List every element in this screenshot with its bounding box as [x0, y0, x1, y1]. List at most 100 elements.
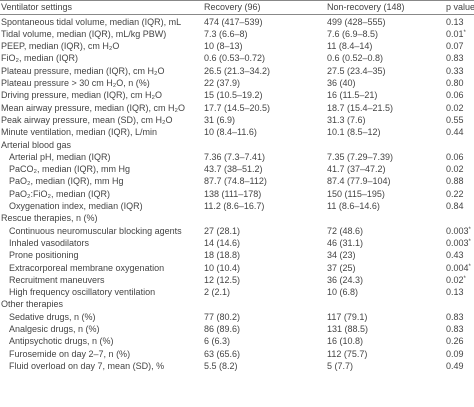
- row-label: Mean airway pressure, median (IQR), cm H…: [1, 102, 186, 113]
- p-value-cell: 0.83: [446, 311, 464, 323]
- row-label: Tidal volume, median (IQR), mL/kg PBW): [1, 28, 167, 39]
- row-label: Recruitment maneuvers: [9, 274, 105, 285]
- p-value-cell: 0.83: [446, 323, 464, 335]
- significance-mark: *: [463, 275, 466, 282]
- section-label: Other therapies: [1, 299, 64, 310]
- non-recovery-cell: 7.6 (6.9–8.5): [327, 28, 379, 39]
- p-value-cell: 0.43: [446, 249, 464, 261]
- p-value-cell: 0.02: [446, 163, 464, 175]
- significance-mark: *: [468, 263, 471, 270]
- p-value-cell: 0.003*: [446, 237, 471, 249]
- p-value: 0.003: [446, 237, 469, 248]
- p-value-cell: 0.01*: [446, 28, 466, 40]
- row: Prone positioning 18 (18.8) 34 (23) 0.43: [0, 249, 474, 261]
- p-value: 0.13: [446, 287, 464, 298]
- recovery-cell: 22 (37.9): [204, 78, 241, 88]
- p-value: 0.07: [446, 41, 464, 52]
- row-label: Continuous neuromuscular blocking agents: [9, 225, 182, 236]
- p-value-cell: 0.09: [446, 348, 464, 360]
- p-value-cell: 0.06: [446, 151, 464, 163]
- row-label: Spontaneous tidal volume, median (IQR), …: [1, 16, 182, 27]
- row: Mean airway pressure, median (IQR), cm H…: [0, 102, 474, 114]
- p-value: 0.80: [446, 78, 464, 88]
- recovery-cell: 77 (80.2): [204, 311, 241, 322]
- p-value: 0.02: [446, 102, 464, 113]
- non-recovery-cell: 36 (24.3): [327, 274, 364, 285]
- recovery-cell: 138 (111–178): [204, 188, 262, 199]
- row-label: PaCO₂, median (IQR), mm Hg: [9, 164, 131, 175]
- row-label: Inhaled vasodilators: [9, 237, 90, 248]
- header-cell: Ventilator settings: [1, 2, 73, 12]
- header-row: Ventilator settings Recovery (96) Non-re…: [0, 1, 474, 13]
- non-recovery-cell: 150 (115–195): [327, 188, 385, 199]
- p-value-cell: 0.02: [446, 102, 464, 114]
- row: Arterial pH, median (IQR) 7.36 (7.3–7.41)…: [0, 151, 474, 163]
- row-label: High frequency oscillatory ventilation: [9, 287, 156, 298]
- rule: [0, 0, 474, 1]
- p-value-cell: 0.88: [446, 175, 464, 187]
- recovery-cell: 11.2 (8.6–16.7): [204, 201, 265, 211]
- p-value: 0.83: [446, 324, 464, 334]
- row: Spontaneous tidal volume, median (IQR), …: [0, 16, 474, 28]
- p-value-cell: 0.003*: [446, 225, 471, 237]
- recovery-cell: 26.5 (21.3–34.2): [204, 65, 271, 76]
- p-value-cell: 0.22: [446, 188, 464, 200]
- non-recovery-cell: 27.5 (23.4–35): [327, 65, 386, 76]
- p-value: 0.01: [446, 28, 464, 39]
- p-value: 0.02: [446, 274, 464, 285]
- non-recovery-cell: 34 (23): [327, 250, 356, 261]
- header-cell: p value: [446, 2, 474, 12]
- significance-mark: *: [463, 29, 466, 36]
- non-recovery-cell: 72 (48.6): [327, 225, 364, 236]
- row-label: Driving pressure, median (IQR), cm H₂O: [1, 90, 163, 101]
- row-label: Oxygenation index, median (IQR): [9, 201, 143, 211]
- recovery-cell: 63 (65.6): [204, 348, 241, 359]
- recovery-cell: 7.3 (6.6–8): [204, 28, 248, 39]
- row: High frequency oscillatory ventilation 2 …: [0, 286, 474, 298]
- recovery-cell: 87.7 (74.8–112): [204, 176, 267, 187]
- non-recovery-cell: 499 (428–555): [327, 16, 386, 27]
- row-label: PaO₂, median (IQR), mm Hg: [9, 176, 124, 187]
- non-recovery-cell: 18.7 (15.4–21.5): [327, 102, 394, 113]
- header-cell: Non-recovery (148): [327, 2, 405, 12]
- non-recovery-cell: 10 (6.8): [327, 287, 359, 298]
- row: Fluid overload on day 7, mean (SD), % 5.5…: [0, 360, 474, 372]
- p-value: 0.44: [446, 127, 464, 138]
- p-value: 0.13: [446, 16, 464, 27]
- non-recovery-cell: 31.3 (7.6): [327, 114, 366, 125]
- p-value-cell: 0.07: [446, 40, 464, 52]
- non-recovery-cell: 117 (79.1): [327, 311, 368, 322]
- significance-mark: *: [468, 238, 471, 245]
- non-recovery-cell: 112 (75.7): [327, 348, 368, 359]
- p-value-cell: 0.55: [446, 114, 464, 126]
- section-row: Other therapies: [0, 298, 474, 310]
- p-value: 0.49: [446, 360, 464, 371]
- non-recovery-cell: 0.6 (0.52–0.8): [327, 53, 384, 64]
- p-value-cell: 0.06: [446, 89, 464, 101]
- p-value-cell: 0.84: [446, 200, 464, 212]
- row-label: Peak airway pressure, mean (SD), cm H₂O: [1, 114, 173, 125]
- p-value-cell: 0.004*: [446, 262, 471, 274]
- section-row: Rescue therapies, n (%): [0, 212, 474, 224]
- p-value-cell: 0.33: [446, 65, 464, 77]
- recovery-cell: 31 (6.9): [204, 114, 236, 125]
- recovery-cell: 43.7 (38–51.2): [204, 164, 263, 175]
- row: Peak airway pressure, mean (SD), cm H₂O 3…: [0, 114, 474, 126]
- row: Plateau pressure, median (IQR), cm H₂O 26…: [0, 65, 474, 77]
- row-label: Antipsychotic drugs, n (%): [9, 336, 114, 347]
- recovery-cell: 18 (18.8): [204, 250, 241, 261]
- recovery-cell: 27 (28.1): [204, 225, 241, 236]
- row-label: FiO₂, median (IQR): [1, 53, 79, 64]
- p-value-cell: 0.83: [446, 52, 464, 64]
- p-value: 0.26: [446, 336, 464, 347]
- rule: [0, 14, 474, 15]
- recovery-cell: 2 (2.1): [204, 287, 231, 298]
- p-value-cell: 0.80: [446, 77, 464, 89]
- recovery-cell: 12 (12.5): [204, 274, 241, 285]
- row-label: Minute ventilation, median (IQR), L/min: [1, 127, 158, 138]
- row-label: Plateau pressure > 30 cm H₂O, n (%): [1, 78, 150, 88]
- p-value: 0.003: [446, 225, 469, 236]
- non-recovery-cell: 131 (88.5): [327, 324, 369, 334]
- row-label: PEEP, median (IQR), cm H₂O: [1, 41, 120, 52]
- p-value-cell: 0.13: [446, 16, 464, 28]
